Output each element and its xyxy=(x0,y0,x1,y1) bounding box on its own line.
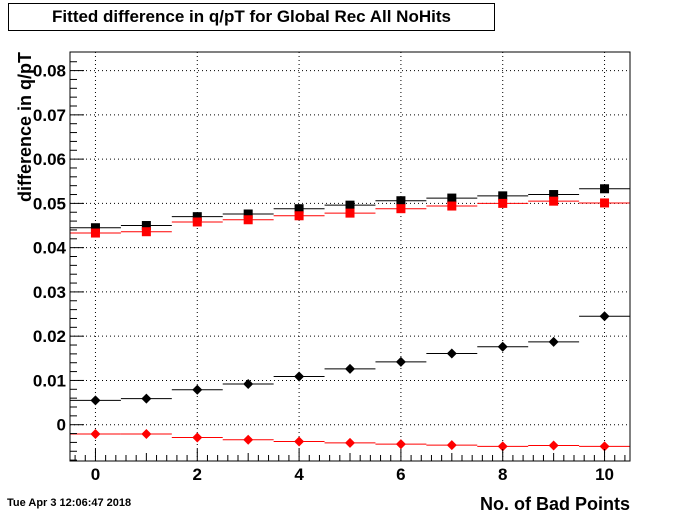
chart-title: Fitted difference in q/pT for Global Rec… xyxy=(8,3,495,31)
data-point xyxy=(548,336,559,347)
data-point xyxy=(345,437,355,448)
data-point xyxy=(243,215,253,225)
axis-layer: 0 2 4 6 8 10 0 0.01 0.02 0.03 0.04 0.05 0.06 0.07 0.08 xyxy=(33,51,631,484)
data-point xyxy=(396,196,406,206)
data-point xyxy=(90,395,101,406)
data-point xyxy=(141,428,152,439)
data-point xyxy=(548,440,559,451)
data-point xyxy=(395,356,406,367)
data-point xyxy=(141,221,151,231)
data-point xyxy=(294,371,305,382)
data-point xyxy=(498,198,508,208)
data-point xyxy=(600,198,610,208)
data-point xyxy=(243,434,254,445)
data-point xyxy=(90,228,100,238)
data-point xyxy=(90,428,101,439)
data-point xyxy=(446,440,457,451)
data-point xyxy=(446,348,457,359)
data-point xyxy=(345,200,355,210)
x-axis-title: No. of Bad Points xyxy=(480,494,630,514)
data-point xyxy=(243,209,253,219)
data-point xyxy=(345,208,355,218)
x-tick-label: 6 xyxy=(396,465,405,484)
y-tick-label: 0.03 xyxy=(33,283,66,302)
data-point xyxy=(497,341,508,352)
data-point xyxy=(243,378,254,389)
data-point xyxy=(549,190,559,200)
data-series xyxy=(70,428,630,452)
y-axis-title: difference in q/pT xyxy=(15,52,35,202)
data-point xyxy=(192,384,203,395)
series-layer xyxy=(70,184,630,452)
data-point xyxy=(141,393,152,404)
x-tick-label: 4 xyxy=(294,465,304,484)
data-point xyxy=(549,196,559,206)
y-tick-label: 0.06 xyxy=(33,150,66,169)
data-point xyxy=(497,441,508,452)
data-point xyxy=(396,204,406,214)
timestamp: Tue Apr 3 12:06:47 2018 xyxy=(7,497,132,509)
data-point xyxy=(294,204,304,214)
data-point xyxy=(345,363,355,374)
data-series xyxy=(70,184,630,233)
plot-background xyxy=(70,52,630,461)
y-tick-label: 0.05 xyxy=(33,194,66,213)
x-tick-label: 8 xyxy=(498,465,507,484)
data-point xyxy=(192,432,203,443)
data-point xyxy=(294,211,304,221)
y-tick-label: 0 xyxy=(57,416,66,435)
grid-layer xyxy=(70,52,630,461)
y-tick-label: 0.07 xyxy=(33,106,66,125)
data-series xyxy=(70,311,630,406)
y-tick-label: 0.08 xyxy=(33,62,66,81)
data-point xyxy=(90,223,100,233)
data-point xyxy=(447,193,457,203)
data-point xyxy=(600,184,610,194)
x-tick-label: 10 xyxy=(595,465,614,484)
y-tick-label: 0.04 xyxy=(33,239,67,258)
data-point xyxy=(599,441,610,452)
data-point xyxy=(192,212,202,222)
data-point xyxy=(192,217,202,227)
y-tick-label: 0.02 xyxy=(33,327,66,346)
data-point xyxy=(294,436,305,447)
data-point xyxy=(599,311,610,322)
data-point xyxy=(141,227,151,237)
data-point xyxy=(498,191,508,201)
x-tick-label: 0 xyxy=(91,465,100,484)
data-point xyxy=(447,201,457,211)
y-tick-label: 0.01 xyxy=(33,371,66,390)
x-tick-label: 2 xyxy=(193,465,202,484)
data-series xyxy=(70,196,630,238)
data-point xyxy=(395,439,406,450)
